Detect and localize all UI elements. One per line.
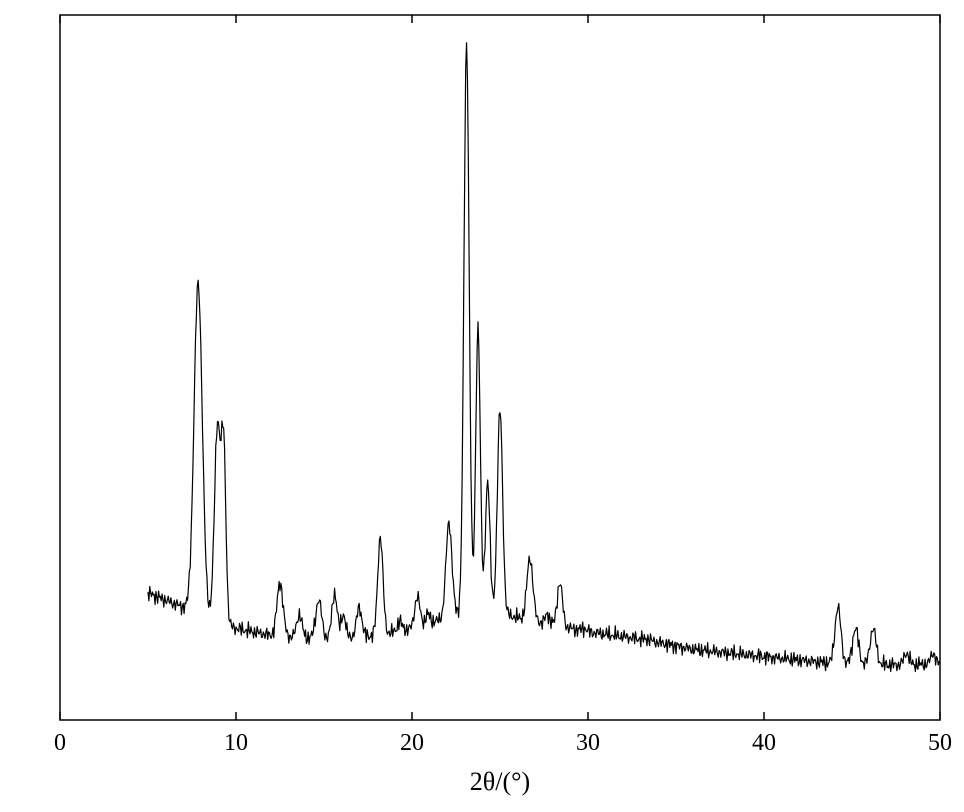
x-tick-label: 50 — [928, 730, 952, 756]
plot-frame — [60, 15, 940, 720]
x-tick-label: 30 — [576, 730, 600, 756]
x-tick-label: 10 — [224, 730, 248, 756]
x-tick-label: 0 — [54, 730, 66, 756]
x-tick-label: 20 — [400, 730, 424, 756]
x-tick-label: 40 — [752, 730, 776, 756]
xrd-chart: 0 10 20 30 40 50 2θ/(°) — [0, 0, 964, 812]
xrd-trace — [148, 43, 940, 672]
x-axis-label: 2θ/(°) — [470, 767, 530, 796]
